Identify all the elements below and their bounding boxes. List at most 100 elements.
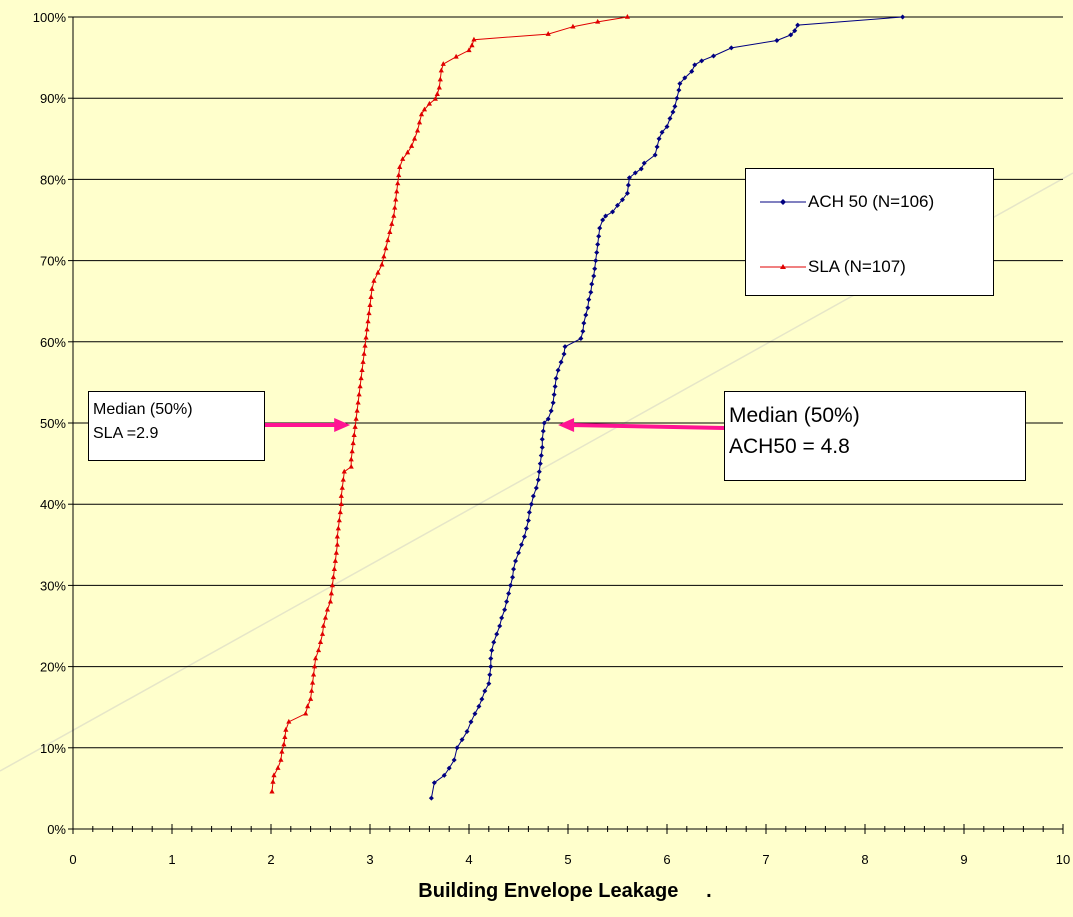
point-s0-9 (472, 711, 478, 717)
point-s0-8 (468, 719, 474, 725)
point-s0-16 (488, 655, 494, 661)
series-line-1 (271, 16, 628, 792)
point-s1-32 (334, 533, 340, 539)
point-s1-64 (371, 277, 377, 283)
point-s0-25 (508, 582, 514, 588)
median-sla-line-1: Median (50%) (93, 401, 193, 418)
point-s1-8 (283, 726, 289, 732)
point-s1-78 (397, 164, 403, 170)
y-tick-label-2: 20% (40, 660, 66, 675)
point-s0-91 (676, 87, 682, 93)
legend-label-ach50: ACH 50 (N=106) (808, 192, 935, 211)
point-s1-65 (375, 269, 381, 275)
point-s1-18 (315, 647, 322, 653)
y-tick-label-9: 90% (40, 91, 66, 106)
point-s0-60 (585, 305, 591, 311)
point-s1-58 (364, 326, 370, 332)
point-s1-37 (338, 493, 344, 498)
x-tick-label-7: 7 (762, 852, 769, 867)
point-s0-90 (674, 95, 680, 101)
point-s0-86 (664, 124, 670, 130)
point-s1-35 (337, 509, 343, 515)
point-s1-71 (389, 221, 395, 226)
legend-item-sla: SLA (N=107) (760, 257, 906, 277)
median-sla-arrow-head (334, 418, 351, 432)
point-s0-94 (689, 68, 695, 74)
point-s0-92 (677, 81, 683, 87)
point-s1-33 (335, 525, 341, 531)
point-s1-49 (355, 399, 361, 405)
median-sla-line-2: SLA =2.9 (93, 425, 159, 442)
point-s1-75 (394, 188, 400, 194)
point-s1-5 (279, 748, 285, 754)
x-tick-label-10: 10 (1056, 852, 1070, 867)
point-s0-73 (610, 209, 616, 215)
point-s1-9 (286, 718, 292, 724)
point-s0-77 (625, 182, 631, 188)
point-s1-98 (545, 31, 551, 36)
y-tick-label-5: 50% (40, 416, 66, 431)
median-ach50-arrow-shaft (570, 423, 725, 430)
point-s1-34 (336, 517, 342, 523)
point-s0-47 (548, 408, 554, 414)
point-s1-51 (357, 383, 363, 389)
legend-label-sla: SLA (N=107) (808, 257, 906, 276)
point-s1-2 (271, 772, 277, 778)
point-s0-2 (441, 772, 447, 778)
point-s0-43 (539, 436, 545, 442)
point-s0-70 (597, 225, 603, 231)
point-s1-17 (312, 655, 319, 661)
point-s1-61 (367, 302, 373, 308)
point-s1-66 (379, 261, 385, 267)
point-s0-12 (482, 688, 488, 694)
point-s1-0 (269, 788, 275, 794)
point-s0-33 (525, 517, 531, 523)
median-ach50-line-1: Median (50%) (729, 404, 860, 427)
point-s1-55 (361, 350, 367, 356)
point-s0-24 (506, 591, 512, 597)
point-s0-41 (538, 452, 544, 458)
point-s0-87 (667, 116, 673, 121)
point-s1-62 (368, 294, 374, 299)
point-s0-53 (558, 359, 564, 365)
point-s0-19 (494, 631, 500, 637)
point-s0-84 (656, 136, 662, 142)
point-s1-87 (426, 100, 432, 106)
point-s1-10 (303, 710, 309, 716)
point-s0-3 (446, 765, 452, 771)
point-s0-30 (518, 542, 524, 548)
point-s1-54 (360, 359, 366, 364)
point-s0-97 (711, 53, 717, 59)
legend-item-ach50: ACH 50 (N=106) (760, 192, 934, 212)
point-s1-21 (320, 623, 327, 628)
point-s0-38 (535, 477, 541, 483)
point-s1-56 (362, 342, 368, 348)
point-s1-4 (278, 756, 284, 762)
point-s1-15 (310, 671, 317, 677)
point-s0-89 (672, 103, 678, 109)
x-tick-label-8: 8 (861, 852, 868, 867)
point-s1-94 (453, 53, 459, 59)
point-s0-13 (486, 681, 492, 687)
point-s0-75 (619, 197, 625, 203)
point-s1-38 (339, 484, 345, 490)
point-s0-95 (692, 62, 698, 68)
point-s1-88 (432, 96, 438, 101)
point-s1-68 (383, 245, 389, 251)
point-s0-46 (545, 416, 551, 422)
point-s1-41 (348, 463, 354, 469)
point-s1-46 (352, 424, 358, 429)
point-s1-100 (595, 18, 601, 24)
point-s0-6 (459, 737, 465, 743)
point-s1-60 (366, 310, 372, 316)
point-s1-67 (381, 253, 387, 259)
point-s0-21 (499, 615, 505, 621)
point-s0-49 (551, 392, 557, 398)
point-s0-61 (586, 297, 592, 303)
median-ach50-arrow-head (558, 418, 575, 432)
point-s1-13 (308, 687, 315, 693)
point-s0-93 (682, 75, 688, 81)
point-s1-16 (311, 663, 318, 669)
y-tick-label-4: 40% (40, 497, 66, 512)
y-tick-label-3: 30% (40, 578, 66, 593)
